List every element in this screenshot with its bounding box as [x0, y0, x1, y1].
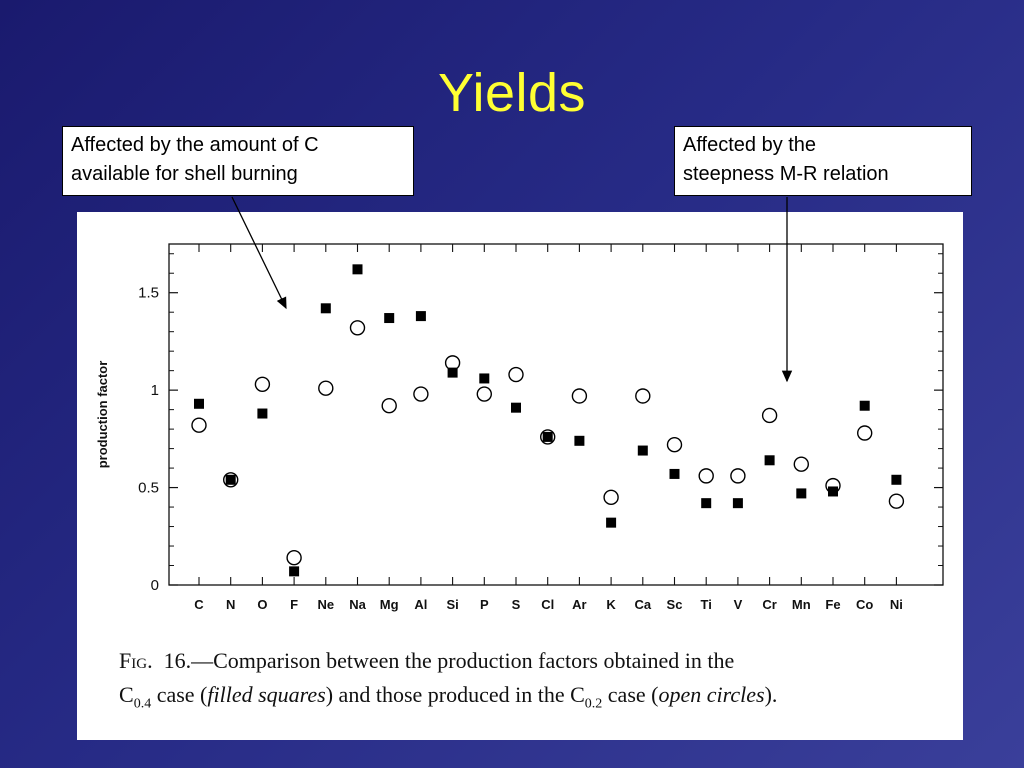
x-category-label: P — [480, 597, 489, 612]
data-point-filled-square — [732, 498, 743, 509]
data-point-filled-square — [257, 408, 268, 419]
caption-text-b: ) and those produced in the — [325, 682, 571, 707]
callout-right-line-2: steepness M-R relation — [683, 163, 889, 185]
data-point-open-circle — [286, 550, 302, 566]
data-point-open-circle — [698, 468, 714, 484]
caption-fig-label: Fig. — [119, 648, 153, 673]
plot-frame — [168, 243, 944, 586]
x-category-label: Ti — [701, 597, 712, 612]
data-point-open-circle — [444, 355, 461, 371]
x-category-label: K — [606, 597, 616, 612]
data-point-filled-square — [859, 400, 870, 411]
production-factor-chart: 0 0.5 1 1.5 C N O F Ne Na Mg Al Si P S Cl Ar K Ca Sc Ti V Cr Mn… — [95, 243, 944, 612]
x-category-label: Mn — [792, 597, 811, 612]
x-category-label: Ne — [317, 597, 334, 612]
data-point-open-circle — [888, 493, 905, 509]
y-tick-label: 1.5 — [138, 285, 159, 302]
data-point-filled-square — [320, 303, 331, 314]
x-category-label: N — [226, 597, 235, 612]
data-point-open-circle — [825, 477, 841, 494]
data-point-open-circle — [191, 417, 207, 433]
data-point-open-circle — [666, 437, 683, 453]
data-point-filled-square — [225, 474, 236, 485]
x-category-label: F — [290, 597, 298, 612]
x-category-label: V — [734, 597, 743, 612]
x-category-label: Sc — [667, 597, 683, 612]
y-tick-label: 1 — [151, 382, 159, 399]
slide-title: Yields — [437, 63, 587, 123]
callout-left-line-1: Affected by the amount of C — [71, 134, 319, 156]
caption-text-d: ). — [764, 682, 778, 707]
data-point-filled-square — [796, 488, 807, 499]
data-point-open-circle — [508, 366, 524, 383]
data-point-open-circle — [857, 425, 873, 441]
x-category-label: Na — [349, 597, 366, 612]
data-point-filled-square — [764, 455, 775, 466]
data-point-filled-square — [511, 402, 521, 413]
x-category-label: Co — [856, 597, 873, 612]
x-category-label: Ca — [634, 597, 651, 612]
data-point-filled-square — [828, 486, 838, 497]
data-point-filled-square — [384, 313, 395, 324]
figure-panel: 0 0.5 1 1.5 C N O F Ne Na Mg Al Si P S Cl Ar K Ca Sc Ti V Cr Mn… — [77, 212, 963, 740]
data-point-filled-square — [574, 435, 585, 446]
data-point-open-circle — [476, 386, 492, 402]
data-point-filled-square — [289, 566, 300, 577]
caption-open-circles: open circles — [658, 682, 765, 707]
x-category-label: Si — [446, 597, 458, 612]
caption-c1-sub: 0.4 — [133, 696, 152, 712]
caption-line-2: C0.4 case (filled squares) and those pro… — [119, 678, 959, 721]
caption-line-1: Fig. 16.—Comparison between the producti… — [119, 644, 959, 678]
x-category-label: Al — [414, 597, 427, 612]
data-point-open-circle — [730, 468, 746, 484]
figure-caption: Fig. 16.—Comparison between the producti… — [119, 644, 959, 721]
y-axis-label: production factor — [95, 361, 110, 469]
data-point-open-circle — [571, 388, 588, 404]
data-point-filled-square — [701, 498, 712, 509]
caption-c2: C — [570, 682, 585, 707]
y-tick-label: 0.5 — [138, 480, 159, 497]
data-point-open-circle — [318, 380, 334, 396]
data-point-open-circle — [793, 456, 809, 472]
caption-text-c: case ( — [602, 682, 659, 707]
y-tick-label: 0 — [151, 577, 159, 594]
data-point-filled-square — [637, 445, 648, 456]
data-point-filled-square — [542, 431, 553, 442]
caption-line-1-text: 16.—Comparison between the production fa… — [163, 648, 735, 673]
data-point-filled-square — [606, 517, 617, 528]
caption-c2-sub: 0.2 — [584, 696, 603, 712]
data-point-open-circle — [413, 386, 429, 402]
x-category-label: Mg — [380, 597, 399, 612]
callout-mr-relation: Affected by the steepness M-R relation — [674, 126, 972, 196]
data-point-open-circle — [761, 407, 778, 424]
callout-right-line-1: Affected by the — [683, 134, 817, 156]
data-point-filled-square — [479, 373, 490, 384]
data-point-filled-square — [194, 398, 204, 409]
caption-text-a: case ( — [151, 682, 208, 707]
x-category-label: Cl — [541, 597, 554, 612]
data-point-open-circle — [222, 472, 239, 488]
data-point-open-circle — [603, 489, 619, 506]
data-point-open-circle — [540, 429, 556, 445]
x-category-label: C — [194, 597, 204, 612]
data-point-filled-square — [415, 311, 426, 322]
x-category-label: S — [512, 597, 521, 612]
x-category-label: O — [257, 597, 267, 612]
x-category-label: Cr — [762, 597, 776, 612]
x-category-label: Fe — [825, 597, 840, 612]
data-point-filled-square — [669, 468, 680, 479]
data-point-filled-square — [447, 367, 458, 378]
data-point-filled-square — [891, 474, 902, 485]
data-point-filled-square — [352, 264, 363, 275]
caption-filled-squares: filled squares — [207, 682, 326, 707]
data-point-open-circle — [381, 398, 397, 414]
data-point-open-circle — [349, 320, 366, 336]
x-category-label: Ar — [572, 597, 586, 612]
caption-c1: C — [119, 682, 134, 707]
x-category-label: Ni — [890, 597, 903, 612]
data-point-open-circle — [635, 388, 651, 404]
callout-carbon-shell-burning: Affected by the amount of C available fo… — [62, 126, 414, 196]
callout-left-line-2: available for shell burning — [71, 163, 298, 185]
data-point-open-circle — [254, 376, 271, 392]
